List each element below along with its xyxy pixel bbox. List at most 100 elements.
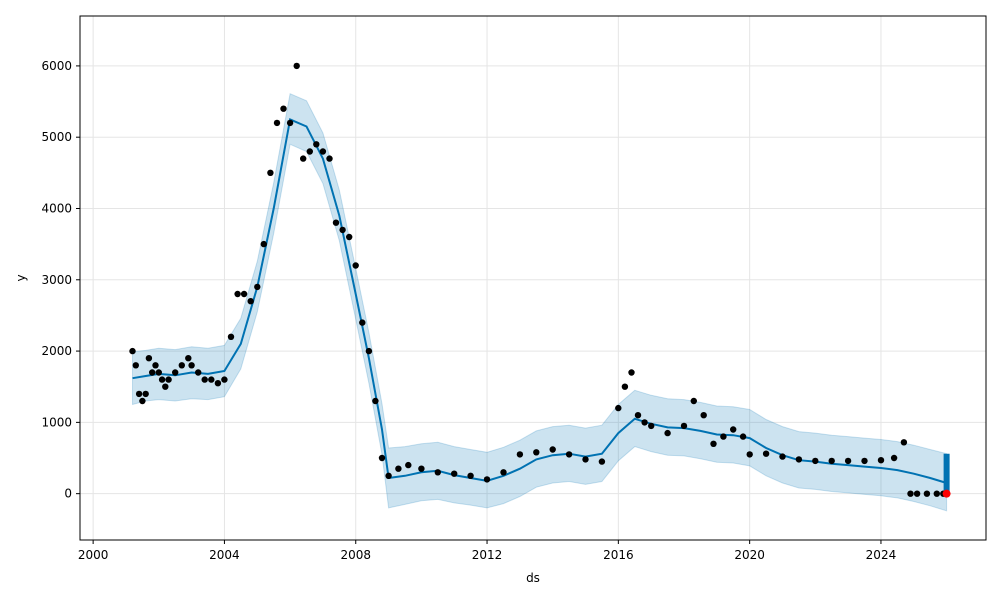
observed-point [598,458,606,465]
plot-frame [79,15,987,541]
x-tick-label: 2000 [78,548,109,562]
observed-point [267,169,274,176]
observed-point [158,376,166,383]
observed-point [565,451,573,458]
observed-point [195,369,202,376]
observed-point [155,369,162,376]
observed-point [221,376,228,383]
observed-point [933,490,940,497]
observed-point [188,362,195,369]
y-tick-label: 4000 [41,201,72,215]
y-tick-label: 2000 [41,344,72,358]
observed-point [467,472,474,479]
x-tick-label: 2004 [209,548,240,562]
forecast-line-layer [132,117,947,484]
observed-point [634,412,642,419]
observed-point [162,383,169,390]
observed-point [828,457,835,465]
observed-point [907,490,914,497]
observed-point [139,397,146,405]
observed-point [165,376,172,383]
forecast-end-point [942,489,951,498]
observed-point [405,461,412,469]
observed-point [549,446,556,453]
observed-point [378,454,386,462]
observed-point [178,362,185,369]
x-axis-label: ds [526,571,540,585]
observed-point [582,456,589,463]
observed-point [890,454,898,462]
observed-point [293,62,300,70]
observed-point [326,155,333,162]
observed-point [254,283,261,291]
observed-point [227,333,235,340]
observed-point [273,119,281,127]
observed-point [135,390,143,398]
observed-point [900,439,908,446]
observed-point [779,453,786,460]
observed-point [664,429,671,437]
observed-point [240,290,248,298]
observed-point [332,219,340,226]
observed-point [142,390,149,398]
observed-point [795,456,803,463]
observed-point [690,397,697,405]
observed-point [451,470,458,477]
observed-point [720,433,727,440]
x-tick-label: 2024 [866,548,897,562]
observed-point [533,449,540,456]
observed-point [286,119,294,127]
observed-point [700,412,707,419]
forecast-line [132,117,947,484]
observed-point [516,451,524,458]
observed-point [913,490,921,497]
y-tick-label: 5000 [41,130,72,144]
observed-point [185,355,192,362]
observed-point [346,233,353,241]
y-tick-label: 6000 [41,59,72,73]
observed-point [359,319,366,326]
observed-point [280,105,287,112]
x-tick-label: 2008 [340,548,371,562]
observed-point [201,376,208,383]
observed-point [234,290,241,298]
observed-point [352,262,359,269]
observed-point [762,450,770,457]
observed-point [129,347,136,355]
observed-point [483,476,491,483]
observed-point [313,141,320,148]
observed-point [145,355,153,362]
x-tick-label: 2020 [734,548,765,562]
observed-point [208,376,215,383]
observed-point [339,226,346,234]
observed-point [214,380,222,387]
observed-point [615,404,622,412]
y-tick-label: 3000 [41,273,72,287]
observed-point [923,490,931,497]
observed-point [372,397,379,405]
x-tick-label: 2016 [603,548,634,562]
y-tick-label: 0 [64,487,72,501]
observed-point [877,457,885,464]
grid-layer [80,16,986,540]
observed-point [861,457,868,465]
observed-point [385,472,392,479]
observed-point [152,362,159,369]
observed-point [710,440,717,447]
observed-point [730,426,737,433]
observed-point [648,422,655,430]
observed-point [149,369,156,376]
observed-point [247,298,254,305]
x-tick-label: 2012 [472,548,503,562]
uncertainty-band-layer [132,92,948,512]
y-axis-label: y [14,274,28,281]
observed-point [172,369,179,376]
observed-point [132,362,139,369]
forecast-tail-layer [942,453,951,498]
observed-point [306,148,313,155]
observed-point [260,240,267,248]
observed-points-layer [129,62,947,497]
observed-point [418,465,425,472]
